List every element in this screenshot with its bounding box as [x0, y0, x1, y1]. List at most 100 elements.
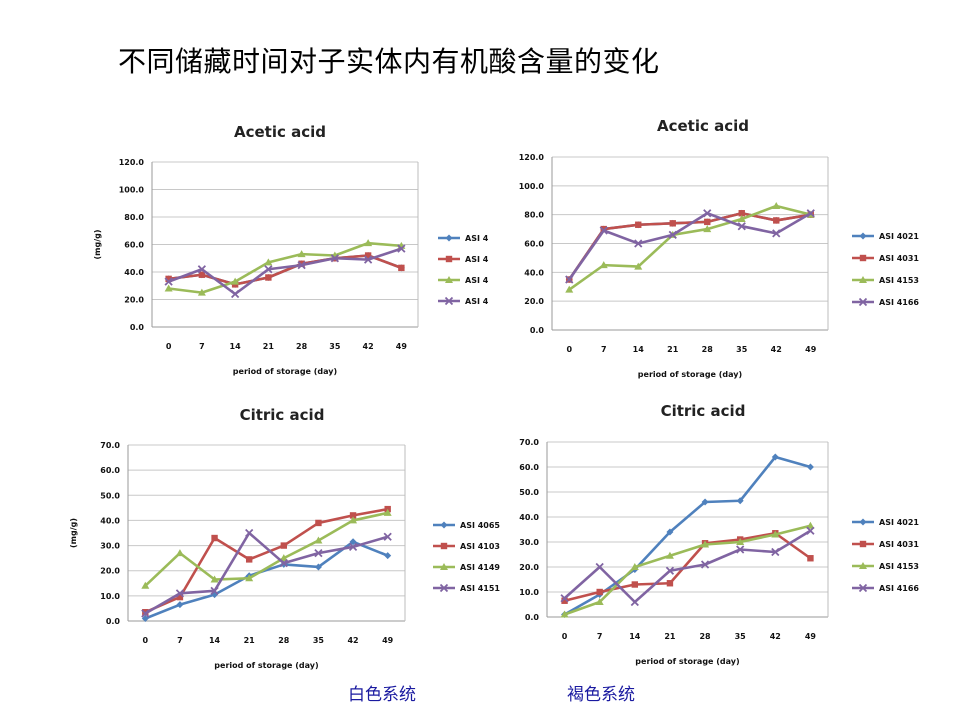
- series-line: [168, 247, 402, 296]
- data-point: [700, 560, 710, 569]
- series-3: [565, 202, 815, 293]
- data-point: [736, 538, 745, 545]
- data-point: [398, 264, 405, 272]
- chart-acetic-brown: Acetic acid 0.0 20.0 40.0 60.0 80.0 100.0 120.0…: [500, 105, 940, 390]
- x-axis-label: period of storage (day): [233, 367, 337, 376]
- data-point: [141, 614, 149, 622]
- data-point: [297, 250, 306, 258]
- y-tick-label: 100.0: [519, 182, 545, 191]
- data-point: [176, 601, 184, 609]
- y-tick-label: 10.0: [519, 588, 539, 597]
- data-point: [634, 239, 643, 248]
- y-tick-label: 20.0: [124, 296, 144, 305]
- x-tick-label: 21: [244, 636, 256, 645]
- data-point: [595, 562, 604, 572]
- legend-marker: [445, 255, 453, 263]
- data-point: [665, 566, 675, 575]
- series-line: [563, 529, 812, 604]
- data-point: [665, 551, 674, 559]
- chart-citric-brown: Citric acid 0.0 10.0 20.0 30.0 40.0 50.0 60.0 70…: [500, 392, 940, 677]
- data-point: [600, 225, 607, 233]
- y-tick-label: 70.0: [519, 438, 539, 447]
- y-tick-label: 70.0: [100, 441, 120, 450]
- series-line: [168, 241, 402, 294]
- chart-acetic-white: Acetic acid 0.0 20.0 40.0 60.0 80.0 100.0 120.0…: [60, 110, 490, 390]
- chart-citric-white: Citric acid 0.0 10.0 20.0 30.0 40.0 50.0 60.0 70…: [60, 395, 500, 680]
- legend-label: ASI 4021: [879, 232, 919, 241]
- chart-svg: Citric acid0.010.020.030.040.050.060.070…: [69, 406, 500, 670]
- data-point: [565, 275, 574, 284]
- x-tick-label: 35: [329, 342, 341, 351]
- x-tick-label: 7: [199, 342, 205, 351]
- y-tick-label: 60.0: [524, 240, 544, 249]
- y-tick-label: 40.0: [524, 268, 544, 277]
- x-tick-label: 14: [633, 345, 645, 354]
- series-line: [564, 524, 811, 616]
- x-tick-label: 21: [664, 632, 676, 641]
- data-point: [630, 597, 639, 607]
- data-point: [197, 265, 207, 274]
- data-point: [330, 254, 340, 263]
- y-tick-label: 0.0: [130, 323, 145, 332]
- y-tick-label: 60.0: [519, 463, 539, 472]
- data-point: [245, 528, 254, 538]
- data-point: [383, 508, 392, 516]
- data-point: [736, 545, 745, 554]
- x-tick-label: 7: [597, 632, 603, 641]
- data-point: [231, 277, 240, 285]
- legend-item: ASI 4153: [852, 276, 919, 285]
- y-tick-label: 100.0: [119, 186, 145, 195]
- data-point: [806, 209, 815, 218]
- data-point: [565, 285, 574, 293]
- data-point: [363, 255, 373, 264]
- y-tick-label: 80.0: [524, 211, 544, 220]
- x-tick-label: 35: [736, 345, 748, 354]
- legend-marker: [859, 540, 867, 548]
- legend-marker: [859, 518, 867, 526]
- series-3: [141, 508, 392, 589]
- data-point: [701, 540, 710, 548]
- chart-title: Citric acid: [661, 402, 746, 420]
- data-point: [772, 202, 781, 210]
- legend-item: ASI 4166: [852, 583, 919, 593]
- y-axis-label: (mg/g): [69, 518, 78, 548]
- page-title: 不同储藏时间对子实体内有机酸含量的变化: [118, 45, 660, 78]
- legend-item: ASI 4153: [852, 562, 919, 571]
- legend-item: ASI 4021: [852, 232, 919, 241]
- x-tick-label: 35: [735, 632, 747, 641]
- data-point: [668, 230, 677, 239]
- data-point: [666, 580, 674, 587]
- y-axis-label: (mg/g): [93, 229, 102, 259]
- data-point: [599, 261, 608, 269]
- series-line: [144, 511, 388, 587]
- series-4: [164, 244, 406, 299]
- data-point: [314, 548, 323, 558]
- chart-title: Acetic acid: [657, 117, 749, 135]
- legend-marker: [440, 521, 448, 529]
- legend-label: ASI 4031: [879, 540, 919, 549]
- data-point: [736, 497, 744, 505]
- y-tick-label: 60.0: [100, 466, 120, 475]
- legend-marker: [440, 563, 448, 570]
- y-tick-label: 0.0: [106, 617, 121, 626]
- data-point: [701, 498, 709, 506]
- data-point: [211, 591, 219, 599]
- x-axis-label: period of storage (day): [638, 370, 742, 379]
- data-point: [265, 274, 272, 281]
- series-line: [144, 531, 389, 615]
- legend-item: ASI 4031: [852, 540, 919, 549]
- x-tick-label: 14: [629, 632, 641, 641]
- data-point: [666, 528, 674, 536]
- x-tick-label: 28: [702, 345, 714, 354]
- legend-label: ASI 4153: [879, 276, 919, 285]
- data-point: [806, 526, 815, 535]
- legend-label: ASI 4: [465, 234, 489, 243]
- data-point: [279, 559, 288, 568]
- data-point: [738, 210, 745, 217]
- y-tick-label: 50.0: [100, 491, 120, 500]
- data-point: [264, 265, 273, 274]
- series-1: [141, 538, 392, 622]
- y-tick-label: 30.0: [100, 542, 120, 551]
- data-point: [807, 555, 814, 562]
- data-point: [349, 512, 357, 519]
